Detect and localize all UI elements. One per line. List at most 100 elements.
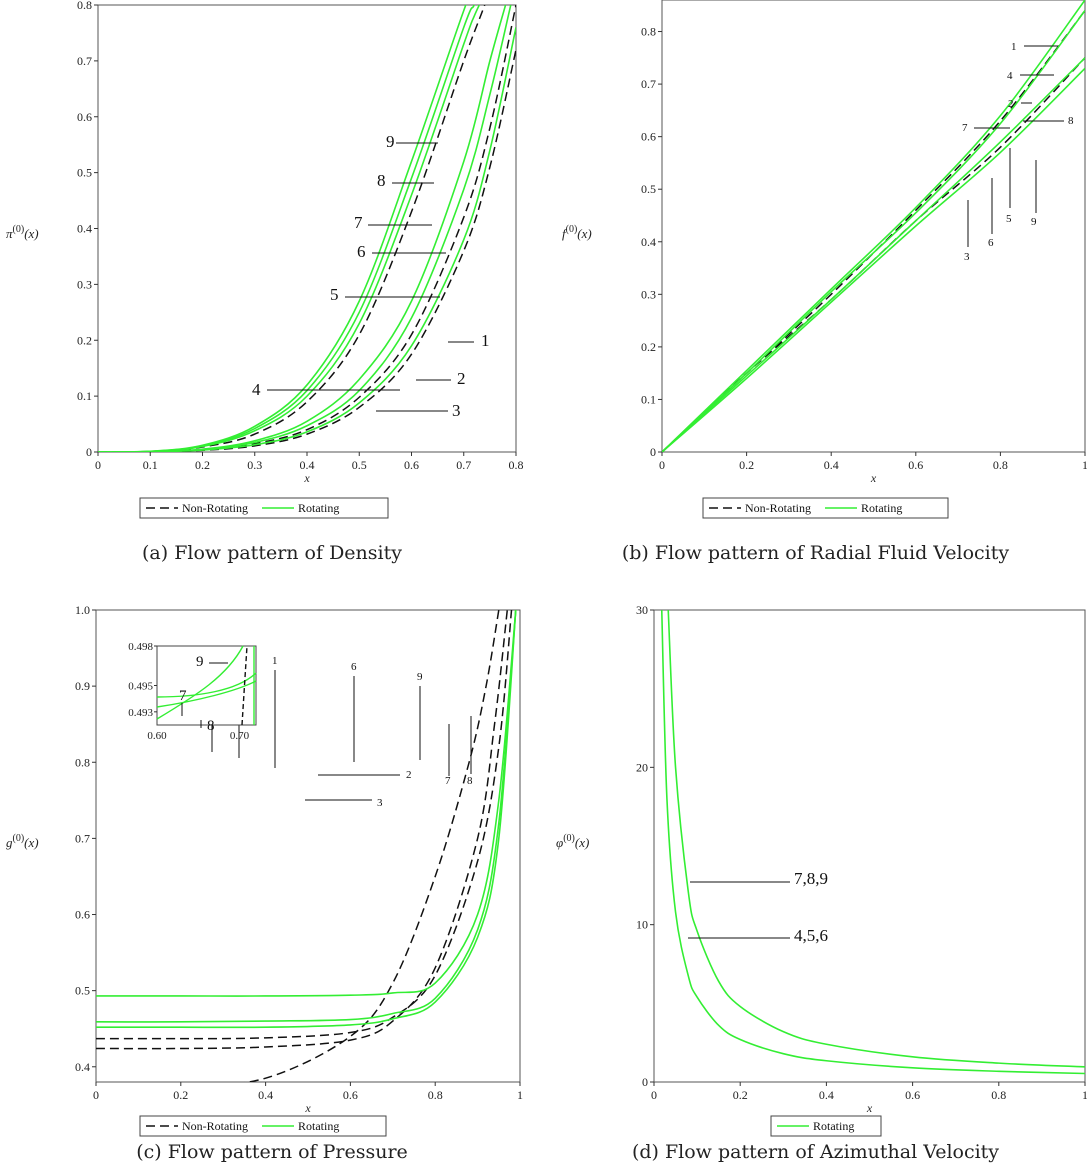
y-axis-label: f(0)(x) <box>562 224 592 241</box>
x-tick-label: 0.2 <box>739 458 754 472</box>
y-tick-label: 0.6 <box>75 908 90 922</box>
annotation-label: 3 <box>452 401 461 420</box>
radial-velocity-chart: 0 0.2 0.4 0.6 0.8 1 0 0.1 0.2 0.3 0.4 0.5 0.6 0.7 0.8 x… <box>562 0 1087 519</box>
azimuthal-velocity-chart-panel: 0 0.2 0.4 0.6 0.8 1 0 10 20 30 x φ(0)(x) 7,8,9 4,5,6… <box>544 588 1087 1176</box>
y-tick-label: 10 <box>636 918 648 932</box>
x-tick-label: 0.2 <box>733 1088 748 1102</box>
inset-frame <box>156 645 257 726</box>
x-axis-label: x <box>866 1101 873 1115</box>
inset-annotation-label: 9 <box>196 654 204 670</box>
inset-x-tick-label: 0.60 <box>147 730 167 742</box>
annotation-label: 9 <box>386 132 395 151</box>
y-tick-label: 0.5 <box>641 182 656 196</box>
radial-velocity-chart-panel: 0 0.2 0.4 0.6 0.8 1 0 0.1 0.2 0.3 0.4 0.5 0.6 0.7 0.8 x… <box>544 0 1087 580</box>
plot-frame <box>661 0 1086 453</box>
y-axis-label: φ(0)(x) <box>556 833 589 850</box>
inset-x-tick-label: 0.70 <box>230 730 250 742</box>
y-tick-label: 0.2 <box>641 340 656 354</box>
annotation-label: 3 <box>964 251 970 263</box>
y-tick-label: 0.4 <box>641 235 656 249</box>
non-rotating-curve <box>662 10 1085 452</box>
inset-y-tick-label: 0.498 <box>128 641 153 653</box>
inset-rotating-curve <box>156 680 257 708</box>
x-tick-label: 0.4 <box>258 1088 273 1102</box>
annotation-label: 4,5,6 <box>794 926 828 945</box>
x-tick-label: 0 <box>651 1088 657 1102</box>
annotation-label: 8 <box>377 171 386 190</box>
rotating-curve <box>660 610 1085 1075</box>
rotating-curve <box>96 610 517 1023</box>
inset-annotation-label: 8 <box>207 718 215 734</box>
x-axis-label: x <box>870 471 877 485</box>
legend-rotating-label: Rotating <box>813 1119 854 1133</box>
annotation-label: 6 <box>351 661 357 673</box>
y-tick-label: 0.1 <box>77 389 92 403</box>
annotation-label: 6 <box>357 242 366 261</box>
y-tick-label: 0.8 <box>75 755 90 769</box>
pressure-chart-panel: 0 0.2 0.4 0.6 0.8 1 0.4 0.5 0.6 0.7 0.8 0.9 1.0 x g(0)… <box>0 588 544 1176</box>
legend-rotating-label: Rotating <box>298 501 339 515</box>
x-tick-label: 0.4 <box>824 458 839 472</box>
rotating-curve <box>98 5 507 452</box>
legend-box <box>770 1115 882 1137</box>
non-rotating-curve <box>98 5 486 452</box>
annotation-label: 2 <box>406 769 412 781</box>
inset-annotation-label: 7 <box>179 688 187 704</box>
y-tick-label: 0.1 <box>641 392 656 406</box>
non-rotating-curve <box>243 610 500 1082</box>
y-tick-label: 0.4 <box>75 1060 90 1074</box>
inset-y-tick-label: 0.493 <box>128 707 153 719</box>
x-tick-label: 0.3 <box>247 458 262 472</box>
x-axis-label: x <box>303 471 310 485</box>
x-tick-label: 0.4 <box>300 458 315 472</box>
density-chart: 0 0.1 0.2 0.3 0.4 0.5 0.6 0.7 0.8 0 0.1 0.2 0.3 0.4 0.… <box>6 0 524 519</box>
legend-non-rotating-label: Non-Rotating <box>182 1119 248 1133</box>
x-tick-label: 0.6 <box>343 1088 358 1102</box>
x-tick-label: 0.8 <box>428 1088 443 1102</box>
annotation-label: 7 <box>962 122 968 134</box>
legend-non-rotating-label: Non-Rotating <box>182 501 248 515</box>
plot-frame <box>95 609 521 1083</box>
annotation-label: 1 <box>272 655 278 667</box>
non-rotating-curve <box>96 610 509 1050</box>
x-tick-label: 0 <box>95 458 101 472</box>
y-tick-label: 0.5 <box>77 166 92 180</box>
annotation-label: 4 <box>252 380 261 399</box>
annotation-label: 3 <box>377 797 383 809</box>
plot-frame <box>653 609 1086 1083</box>
annotation-label: 9 <box>1031 216 1037 228</box>
x-tick-label: 1 <box>1082 1088 1087 1102</box>
annotation-label: 5 <box>1006 213 1012 225</box>
density-caption: (a) Flow pattern of Density <box>142 542 402 564</box>
x-tick-label: 0.6 <box>404 458 419 472</box>
x-tick-label: 0.2 <box>195 458 210 472</box>
rotating-curve <box>667 610 1085 1068</box>
y-axis-label: π(0)(x) <box>6 224 39 241</box>
x-tick-label: 0.2 <box>173 1088 188 1102</box>
rotating-curve <box>662 67 1085 452</box>
y-tick-label: 0.2 <box>77 333 92 347</box>
annotation-label: 7 <box>445 775 451 787</box>
rotating-curve <box>96 610 517 1029</box>
y-tick-label: 0.7 <box>77 54 92 68</box>
rotating-curve <box>662 0 1085 452</box>
inset-non-rotating-curve <box>241 645 248 726</box>
x-tick-label: 0.8 <box>509 458 524 472</box>
annotation-label: 1 <box>1011 41 1017 53</box>
x-tick-label: 0.8 <box>993 458 1008 472</box>
x-tick-label: 0 <box>659 458 665 472</box>
y-tick-label: 0 <box>642 1075 648 1089</box>
y-tick-label: 0.3 <box>77 277 92 291</box>
x-tick-label: 0.1 <box>143 458 158 472</box>
pressure-chart: 0 0.2 0.4 0.6 0.8 1 0.4 0.5 0.6 0.7 0.8 0.9 1.0 x g(0)… <box>6 603 523 1137</box>
y-tick-label: 0.5 <box>75 984 90 998</box>
legend-rotating-label: Rotating <box>298 1119 339 1133</box>
rotating-curve <box>98 5 467 452</box>
pressure-caption: (c) Flow pattern of Pressure <box>136 1141 408 1163</box>
inset-rotating-curve <box>156 672 257 698</box>
y-tick-label: 1.0 <box>75 603 90 617</box>
y-tick-label: 0.3 <box>641 287 656 301</box>
rotating-curve <box>96 610 517 997</box>
annotation-label: 2 <box>457 369 466 388</box>
radial-velocity-caption: (b) Flow pattern of Radial Fluid Velocit… <box>621 542 1010 564</box>
